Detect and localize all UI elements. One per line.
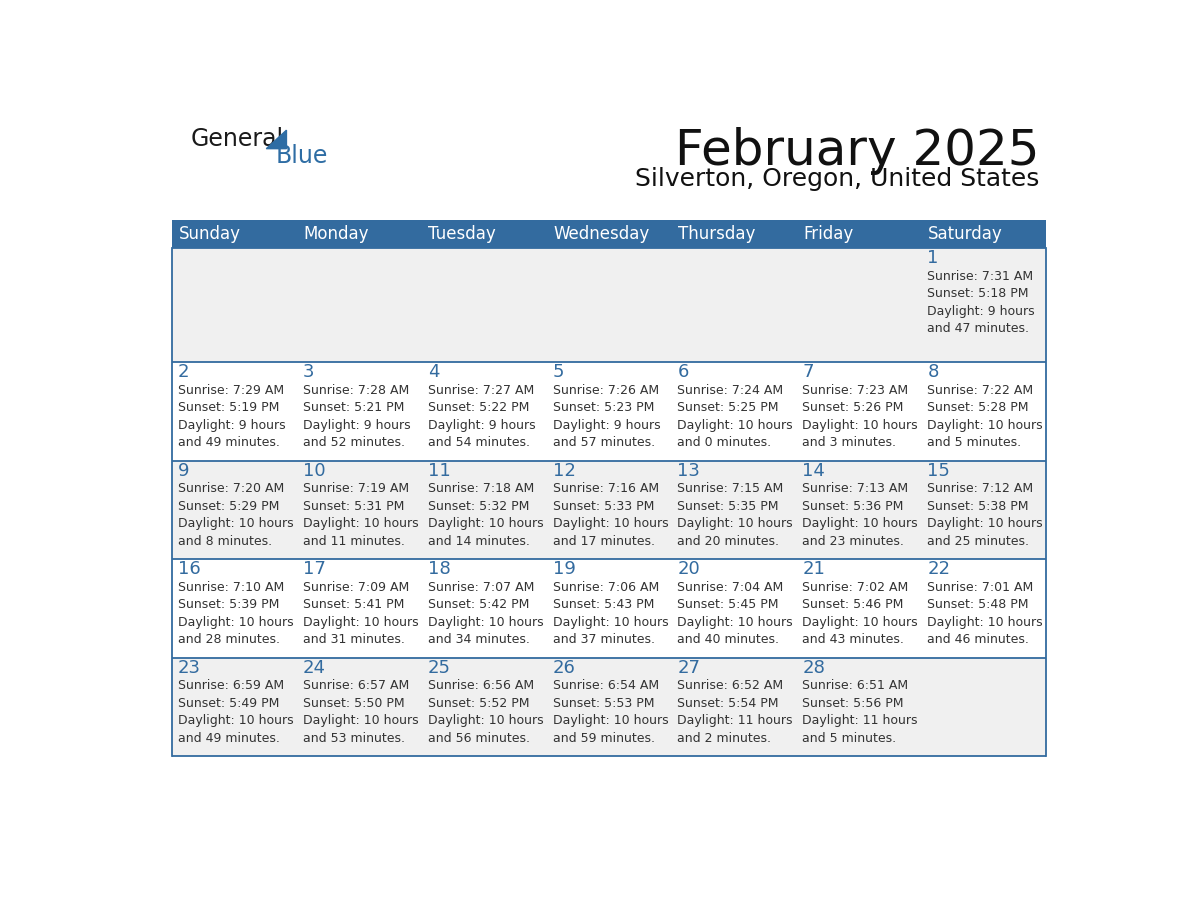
Text: Sunrise: 6:56 AM
Sunset: 5:52 PM
Daylight: 10 hours
and 56 minutes.: Sunrise: 6:56 AM Sunset: 5:52 PM Dayligh… <box>428 679 543 744</box>
Bar <box>172 559 1045 657</box>
Text: 2: 2 <box>178 363 189 381</box>
Text: Sunrise: 7:15 AM
Sunset: 5:35 PM
Daylight: 10 hours
and 20 minutes.: Sunrise: 7:15 AM Sunset: 5:35 PM Dayligh… <box>677 482 794 547</box>
Text: Sunday: Sunday <box>178 225 241 243</box>
Text: Friday: Friday <box>803 225 853 243</box>
Text: 22: 22 <box>928 560 950 578</box>
Text: 16: 16 <box>178 560 201 578</box>
Text: 6: 6 <box>677 363 689 381</box>
Text: 8: 8 <box>928 363 939 381</box>
Text: 28: 28 <box>802 658 826 677</box>
Bar <box>172 362 1045 461</box>
Text: 7: 7 <box>802 363 814 381</box>
Text: 5: 5 <box>552 363 564 381</box>
Text: Sunrise: 7:19 AM
Sunset: 5:31 PM
Daylight: 10 hours
and 11 minutes.: Sunrise: 7:19 AM Sunset: 5:31 PM Dayligh… <box>303 482 418 547</box>
Bar <box>172 248 1045 362</box>
Text: 18: 18 <box>428 560 450 578</box>
Text: Sunrise: 7:04 AM
Sunset: 5:45 PM
Daylight: 10 hours
and 40 minutes.: Sunrise: 7:04 AM Sunset: 5:45 PM Dayligh… <box>677 580 794 646</box>
Text: 11: 11 <box>428 462 450 479</box>
Text: 14: 14 <box>802 462 826 479</box>
Bar <box>172 461 1045 559</box>
Bar <box>422 220 546 248</box>
Polygon shape <box>266 130 286 149</box>
Text: 19: 19 <box>552 560 575 578</box>
Text: 12: 12 <box>552 462 575 479</box>
Text: 27: 27 <box>677 658 701 677</box>
Text: Sunrise: 7:18 AM
Sunset: 5:32 PM
Daylight: 10 hours
and 14 minutes.: Sunrise: 7:18 AM Sunset: 5:32 PM Dayligh… <box>428 482 543 547</box>
Text: 10: 10 <box>303 462 326 479</box>
Text: Sunrise: 7:28 AM
Sunset: 5:21 PM
Daylight: 9 hours
and 52 minutes.: Sunrise: 7:28 AM Sunset: 5:21 PM Dayligh… <box>303 384 411 449</box>
Bar <box>546 220 671 248</box>
Text: Saturday: Saturday <box>928 225 1003 243</box>
Text: 17: 17 <box>303 560 326 578</box>
Text: Sunrise: 7:24 AM
Sunset: 5:25 PM
Daylight: 10 hours
and 0 minutes.: Sunrise: 7:24 AM Sunset: 5:25 PM Dayligh… <box>677 384 794 449</box>
Text: Sunrise: 7:13 AM
Sunset: 5:36 PM
Daylight: 10 hours
and 23 minutes.: Sunrise: 7:13 AM Sunset: 5:36 PM Dayligh… <box>802 482 918 547</box>
Text: Sunrise: 7:23 AM
Sunset: 5:26 PM
Daylight: 10 hours
and 3 minutes.: Sunrise: 7:23 AM Sunset: 5:26 PM Dayligh… <box>802 384 918 449</box>
Text: Sunrise: 6:54 AM
Sunset: 5:53 PM
Daylight: 10 hours
and 59 minutes.: Sunrise: 6:54 AM Sunset: 5:53 PM Dayligh… <box>552 679 668 744</box>
Text: 21: 21 <box>802 560 826 578</box>
Text: Sunrise: 6:52 AM
Sunset: 5:54 PM
Daylight: 11 hours
and 2 minutes.: Sunrise: 6:52 AM Sunset: 5:54 PM Dayligh… <box>677 679 794 744</box>
Bar <box>297 220 422 248</box>
Text: 15: 15 <box>928 462 950 479</box>
Bar <box>796 220 921 248</box>
Text: Sunrise: 6:51 AM
Sunset: 5:56 PM
Daylight: 11 hours
and 5 minutes.: Sunrise: 6:51 AM Sunset: 5:56 PM Dayligh… <box>802 679 918 744</box>
Text: Tuesday: Tuesday <box>429 225 497 243</box>
Text: Sunrise: 7:07 AM
Sunset: 5:42 PM
Daylight: 10 hours
and 34 minutes.: Sunrise: 7:07 AM Sunset: 5:42 PM Dayligh… <box>428 580 543 646</box>
Text: Sunrise: 7:02 AM
Sunset: 5:46 PM
Daylight: 10 hours
and 43 minutes.: Sunrise: 7:02 AM Sunset: 5:46 PM Dayligh… <box>802 580 918 646</box>
Text: Sunrise: 7:22 AM
Sunset: 5:28 PM
Daylight: 10 hours
and 5 minutes.: Sunrise: 7:22 AM Sunset: 5:28 PM Dayligh… <box>928 384 1043 449</box>
Text: Sunrise: 7:06 AM
Sunset: 5:43 PM
Daylight: 10 hours
and 37 minutes.: Sunrise: 7:06 AM Sunset: 5:43 PM Dayligh… <box>552 580 668 646</box>
Text: Sunrise: 7:31 AM
Sunset: 5:18 PM
Daylight: 9 hours
and 47 minutes.: Sunrise: 7:31 AM Sunset: 5:18 PM Dayligh… <box>928 270 1035 335</box>
Text: Sunrise: 7:29 AM
Sunset: 5:19 PM
Daylight: 9 hours
and 49 minutes.: Sunrise: 7:29 AM Sunset: 5:19 PM Dayligh… <box>178 384 285 449</box>
Text: Sunrise: 6:57 AM
Sunset: 5:50 PM
Daylight: 10 hours
and 53 minutes.: Sunrise: 6:57 AM Sunset: 5:50 PM Dayligh… <box>303 679 418 744</box>
Text: Sunrise: 7:12 AM
Sunset: 5:38 PM
Daylight: 10 hours
and 25 minutes.: Sunrise: 7:12 AM Sunset: 5:38 PM Dayligh… <box>928 482 1043 547</box>
Text: 3: 3 <box>303 363 315 381</box>
Text: 1: 1 <box>928 249 939 267</box>
Text: Wednesday: Wednesday <box>554 225 650 243</box>
Text: Blue: Blue <box>276 144 328 168</box>
Text: Sunrise: 7:01 AM
Sunset: 5:48 PM
Daylight: 10 hours
and 46 minutes.: Sunrise: 7:01 AM Sunset: 5:48 PM Dayligh… <box>928 580 1043 646</box>
Text: 20: 20 <box>677 560 700 578</box>
Text: Silverton, Oregon, United States: Silverton, Oregon, United States <box>636 167 1040 192</box>
Text: Thursday: Thursday <box>678 225 756 243</box>
Text: 25: 25 <box>428 658 450 677</box>
Text: 23: 23 <box>178 658 201 677</box>
Bar <box>921 220 1045 248</box>
Text: Sunrise: 7:10 AM
Sunset: 5:39 PM
Daylight: 10 hours
and 28 minutes.: Sunrise: 7:10 AM Sunset: 5:39 PM Dayligh… <box>178 580 293 646</box>
Text: 24: 24 <box>303 658 326 677</box>
Text: Sunrise: 6:59 AM
Sunset: 5:49 PM
Daylight: 10 hours
and 49 minutes.: Sunrise: 6:59 AM Sunset: 5:49 PM Dayligh… <box>178 679 293 744</box>
Text: Sunrise: 7:27 AM
Sunset: 5:22 PM
Daylight: 9 hours
and 54 minutes.: Sunrise: 7:27 AM Sunset: 5:22 PM Dayligh… <box>428 384 536 449</box>
Bar <box>172 657 1045 756</box>
Bar <box>671 220 796 248</box>
Text: Sunrise: 7:16 AM
Sunset: 5:33 PM
Daylight: 10 hours
and 17 minutes.: Sunrise: 7:16 AM Sunset: 5:33 PM Dayligh… <box>552 482 668 547</box>
Text: Monday: Monday <box>304 225 369 243</box>
Text: Sunrise: 7:26 AM
Sunset: 5:23 PM
Daylight: 9 hours
and 57 minutes.: Sunrise: 7:26 AM Sunset: 5:23 PM Dayligh… <box>552 384 661 449</box>
Text: Sunrise: 7:09 AM
Sunset: 5:41 PM
Daylight: 10 hours
and 31 minutes.: Sunrise: 7:09 AM Sunset: 5:41 PM Dayligh… <box>303 580 418 646</box>
Text: February 2025: February 2025 <box>675 127 1040 175</box>
Text: 4: 4 <box>428 363 440 381</box>
Bar <box>172 220 297 248</box>
Text: General: General <box>191 128 284 151</box>
Text: 26: 26 <box>552 658 575 677</box>
Text: Sunrise: 7:20 AM
Sunset: 5:29 PM
Daylight: 10 hours
and 8 minutes.: Sunrise: 7:20 AM Sunset: 5:29 PM Dayligh… <box>178 482 293 547</box>
Text: 13: 13 <box>677 462 701 479</box>
Text: 9: 9 <box>178 462 189 479</box>
